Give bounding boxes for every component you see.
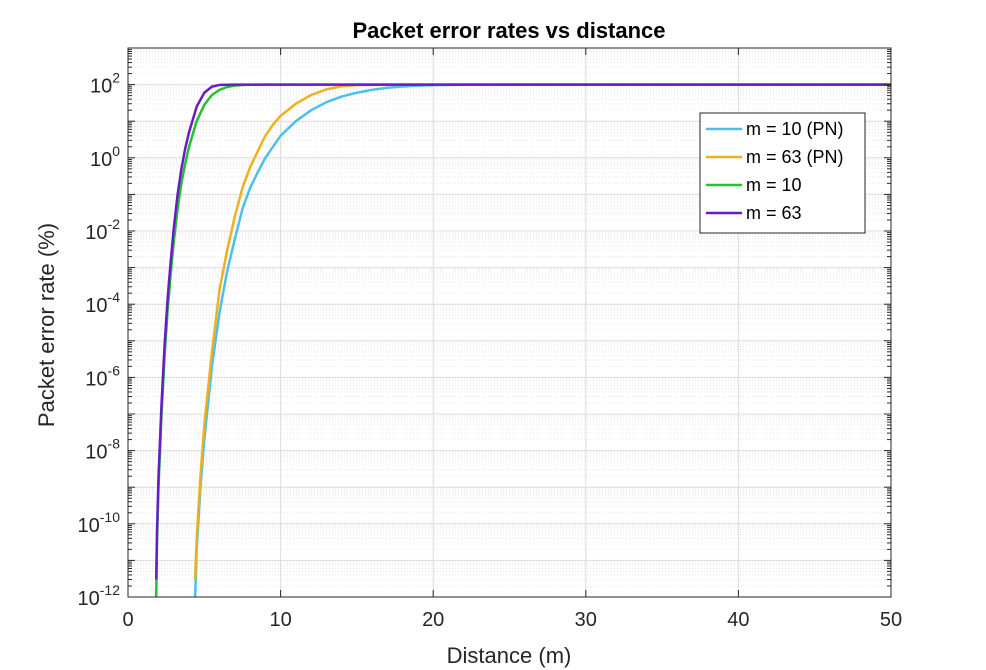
chart-title: Packet error rates vs distance [352, 18, 665, 43]
x-axis-label: Distance (m) [447, 643, 572, 668]
y-axis-label: Packet error rate (%) [34, 223, 59, 427]
y-tick-label: 100 [90, 143, 120, 171]
legend-label-1: m = 10 (PN) [746, 119, 844, 139]
x-tick-labels: 0 10 20 30 40 50 [122, 609, 902, 631]
x-tick-label: 40 [727, 609, 749, 631]
x-tick-label: 50 [880, 609, 902, 631]
legend-label-4: m = 63 [746, 203, 802, 223]
y-tick-label: 102 [90, 70, 120, 98]
y-tick-label: 10-2 [85, 216, 120, 244]
ticks-layer [127, 47, 892, 598]
y-tick-label: 10-12 [78, 582, 121, 610]
legend[interactable]: m = 10 (PN) m = 63 (PN) m = 10 m = 63 [699, 112, 866, 234]
y-tick-label: 10-4 [85, 289, 120, 317]
legend-label-3: m = 10 [746, 175, 802, 195]
x-tick-label: 20 [422, 609, 444, 631]
y-tick-label: 10-6 [85, 362, 120, 390]
series-line-4 [154, 83, 891, 580]
plot-frame [127, 47, 892, 598]
y-tick-label: 10-8 [85, 436, 120, 464]
x-tick-label: 0 [122, 609, 133, 631]
minor-grid [128, 49, 891, 587]
y-tick-labels: 10-12 10-10 10-8 10-6 10-4 10-2 100 102 [78, 70, 121, 610]
x-tick-label: 30 [575, 609, 597, 631]
y-tick-label: 10-10 [78, 509, 121, 537]
series-layer [154, 83, 891, 598]
legend-label-2: m = 63 (PN) [746, 147, 844, 167]
x-tick-label: 10 [269, 609, 291, 631]
